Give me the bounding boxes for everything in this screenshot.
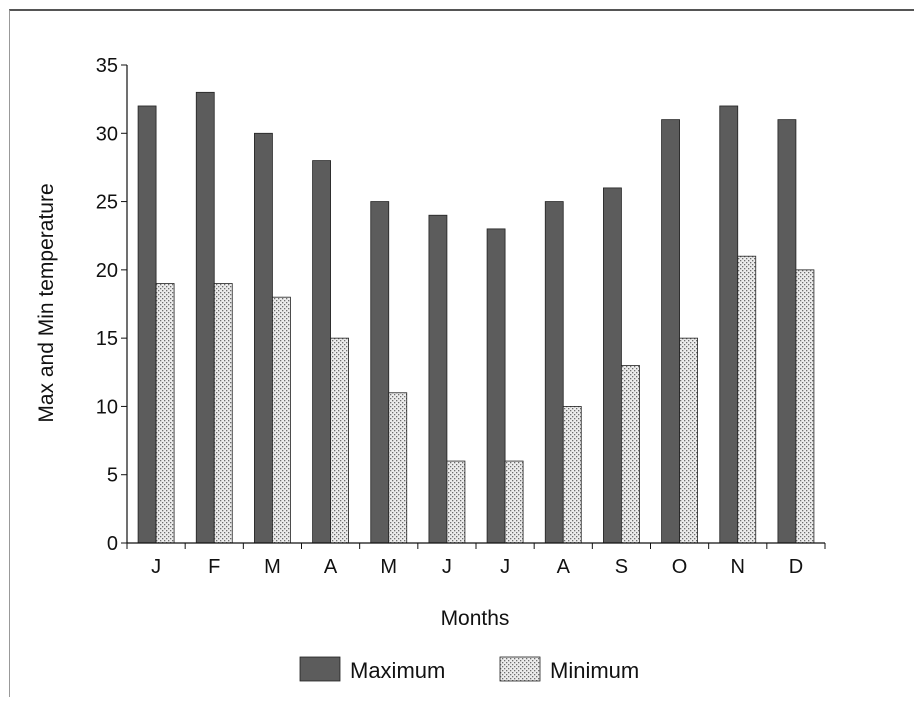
bar-maximum-12 <box>777 119 797 544</box>
x-tick-label: M <box>264 556 281 578</box>
bars-group <box>137 91 815 544</box>
x-tick-label: J <box>151 556 161 578</box>
bar-maximum-6 <box>428 214 448 544</box>
bar-minimum-3 <box>272 296 291 544</box>
y-tick-label: 30 <box>96 123 118 145</box>
y-tick-label: 5 <box>107 465 118 487</box>
bar-minimum-9 <box>621 365 640 544</box>
x-tick-label: M <box>380 556 397 578</box>
x-tick-label: A <box>557 556 571 578</box>
x-axis-title: Months <box>441 607 510 630</box>
bar-minimum-11 <box>737 255 757 544</box>
bar-maximum-8 <box>544 201 564 544</box>
legend-label-maximum: Maximum <box>350 658 445 683</box>
bar-minimum-1 <box>155 283 175 544</box>
bar-maximum-2 <box>195 91 215 544</box>
y-tick-label: 20 <box>96 260 118 282</box>
bar-minimum-5 <box>388 392 408 544</box>
bar-minimum-10 <box>679 337 698 544</box>
bar-minimum-2 <box>213 283 233 544</box>
y-tick-label: 10 <box>96 396 118 418</box>
axes-group: 0 5 10 15 20 25 30 35 J F M A M J J A S O N D <box>96 55 826 578</box>
y-axis-title: Max and Min temperature <box>35 183 58 422</box>
bar-minimum-8 <box>562 406 582 544</box>
legend: Maximum Minimum <box>299 656 639 683</box>
bar-minimum-6 <box>446 460 466 544</box>
y-tick-label: 0 <box>107 533 118 555</box>
x-tick-label: D <box>789 556 803 578</box>
y-tick-label: 15 <box>96 328 118 350</box>
bar-maximum-5 <box>370 201 390 544</box>
x-tick-label: N <box>731 556 745 578</box>
x-tick-label: J <box>500 556 510 578</box>
bar-minimum-7 <box>504 460 524 544</box>
x-tick-label: A <box>324 556 338 578</box>
bar-maximum-4 <box>312 160 331 544</box>
bar-maximum-11 <box>719 105 739 544</box>
bar-maximum-3 <box>254 132 273 544</box>
x-tick-label: F <box>208 556 220 578</box>
bar-minimum-12 <box>795 269 815 544</box>
legend-swatch-minimum <box>499 656 541 682</box>
bar-maximum-9 <box>603 187 622 544</box>
y-tick-label: 35 <box>96 55 118 77</box>
y-tick-label: 25 <box>96 192 118 214</box>
bar-maximum-7 <box>486 228 506 544</box>
legend-swatch-maximum <box>299 656 341 682</box>
bar-maximum-10 <box>661 119 680 544</box>
x-tick-label: S <box>615 556 628 578</box>
bar-maximum-1 <box>137 105 157 544</box>
legend-label-minimum: Minimum <box>550 658 639 683</box>
x-tick-label: O <box>672 556 688 578</box>
x-tick-label: J <box>442 556 452 578</box>
bar-minimum-4 <box>330 337 349 544</box>
